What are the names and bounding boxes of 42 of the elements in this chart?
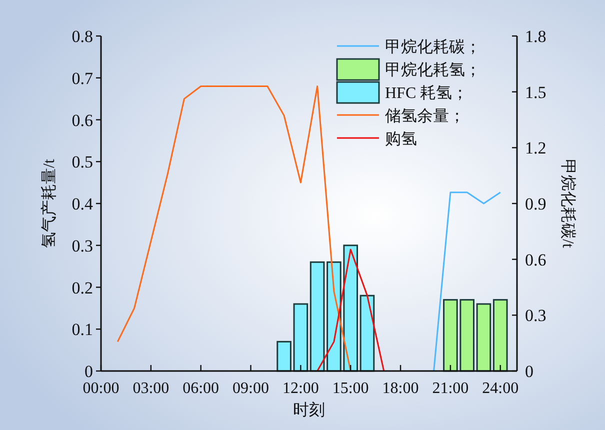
bar (293, 303, 308, 372)
bar (443, 299, 458, 372)
x-tick-label: 00:00 (82, 380, 120, 397)
y-tick-label: 0.4 (72, 194, 94, 214)
y-tick-label: 0.3 (72, 236, 93, 256)
bar (310, 261, 325, 372)
y-tick-label: 0.6 (72, 110, 93, 130)
bar (343, 244, 358, 372)
y2-tick-label: 0 (525, 362, 534, 381)
x-tick-label: 06:00 (182, 380, 220, 397)
y-tick-label: 0.1 (72, 320, 93, 340)
x-tick-label: 21:00 (432, 380, 469, 397)
y2-tick-label: 1.5 (525, 82, 546, 102)
legend-label: 甲烷化耗碳； (385, 38, 481, 56)
y2-tick-label: 0.3 (525, 306, 546, 326)
y-tick-label: 0.5 (72, 152, 93, 172)
y2-tick-label: 0.6 (525, 250, 546, 270)
y-tick-label: 0.7 (72, 68, 94, 88)
legend-label: 储氢余量； (385, 108, 465, 125)
legend-label: 购氢 (385, 131, 417, 148)
y-axis-title: 氢气产耗量/t (40, 158, 58, 248)
x-tick-label: 12:00 (282, 380, 319, 397)
legend-label: HFC 耗氢； (385, 84, 468, 102)
bar (460, 299, 474, 372)
x-tick-label: 03:00 (132, 380, 170, 397)
bar (276, 340, 292, 372)
y2-axis-title: 甲烷化耗碳/t (559, 159, 577, 248)
y2-tick-label: 1.8 (525, 27, 546, 46)
x-tick-label: 09:00 (232, 380, 269, 397)
x-tick-label: 18:00 (382, 380, 419, 397)
x-tick-label: 24:00 (482, 380, 519, 397)
y-tick-label: 0.8 (72, 27, 93, 46)
y-tick-label: 0.2 (72, 278, 93, 298)
legend-label: 甲烷化耗氢； (385, 61, 481, 79)
bar (476, 303, 492, 372)
y-tick-label: 0 (84, 362, 93, 381)
x-axis-title: 时刻 (293, 401, 325, 419)
y2-tick-label: 1.2 (525, 138, 546, 158)
bar (360, 294, 375, 372)
y2-tick-label: 0.9 (525, 194, 546, 214)
bar (492, 299, 508, 372)
x-tick-label: 15:00 (332, 380, 369, 397)
